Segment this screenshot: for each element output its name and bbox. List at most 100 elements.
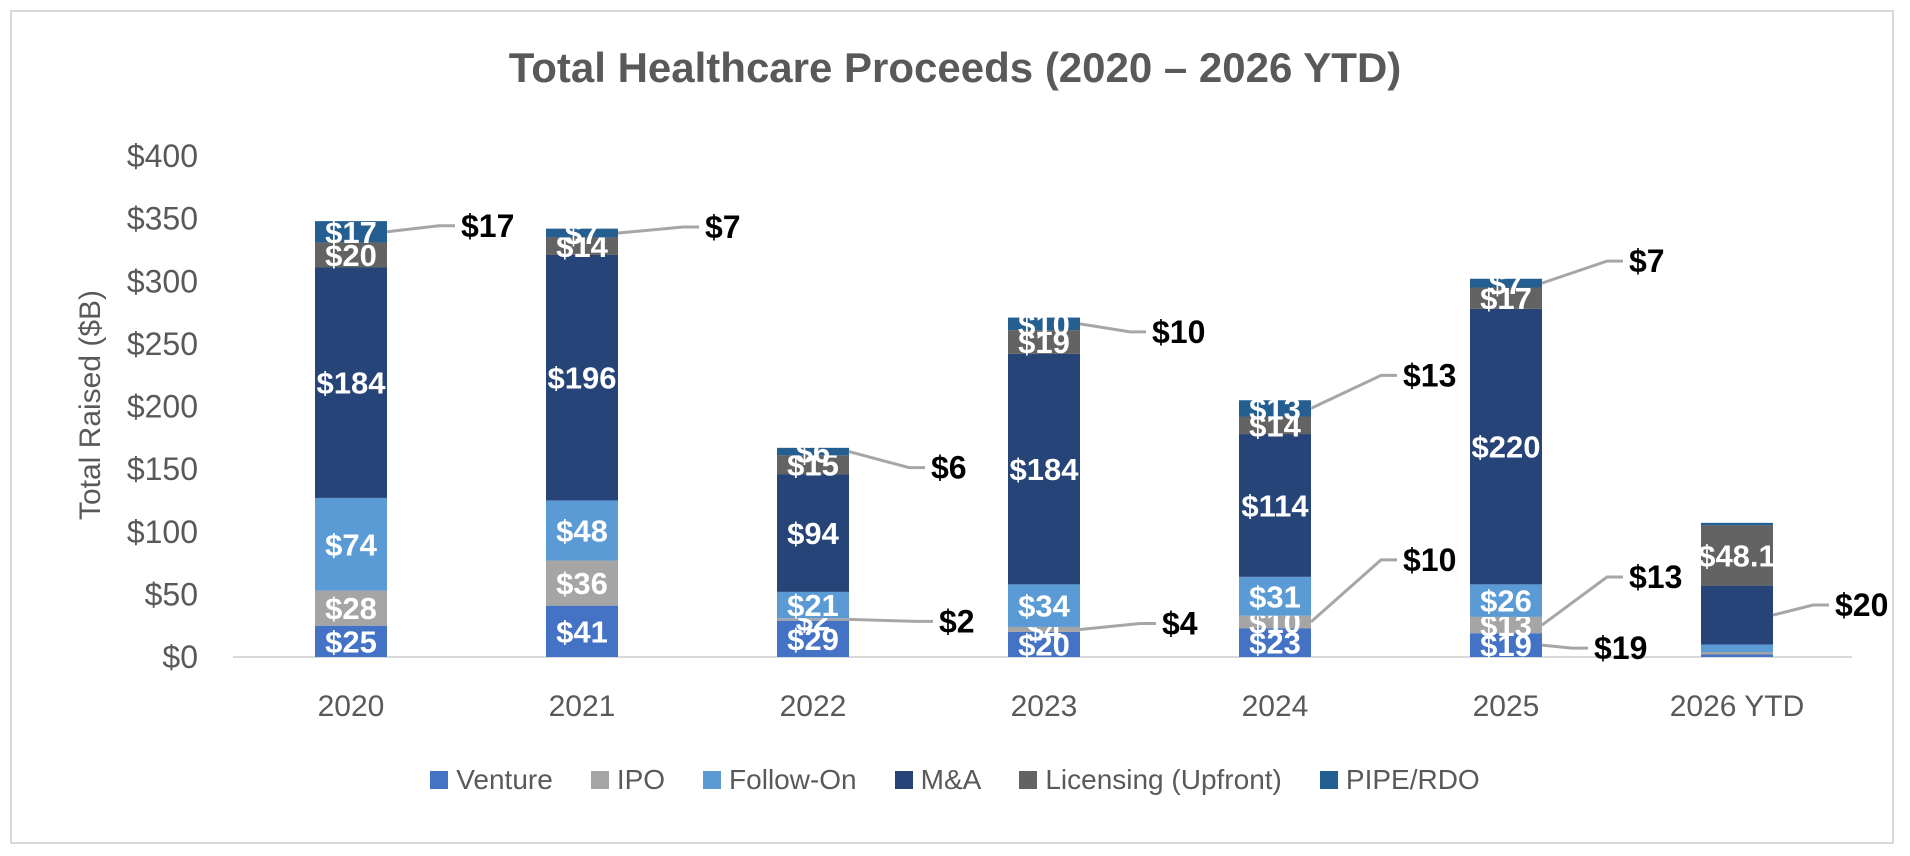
bar-segment — [546, 237, 618, 255]
legend-item: PIPE/RDO — [1319, 764, 1480, 796]
bar-segment — [777, 591, 849, 619]
bar-segment — [1470, 278, 1542, 288]
chart-legend: Venture IPO Follow-On M&A Licensing (Upfront… — [0, 764, 1910, 796]
bar-segment — [315, 625, 387, 657]
x-tick-label: 2021 — [549, 690, 616, 723]
bar-segment — [1239, 615, 1311, 629]
legend-swatch — [894, 771, 913, 789]
callout-label: $10 — [1152, 314, 1205, 350]
callout-label: $19 — [1594, 630, 1647, 666]
bar-segment — [1008, 317, 1080, 331]
callout-leader-line — [1310, 558, 1397, 624]
legend-label: M&A — [920, 764, 982, 795]
bar-segment — [315, 590, 387, 626]
bar-segment — [315, 221, 387, 243]
x-tick-label: 2023 — [1011, 690, 1078, 723]
bar-segment — [1701, 651, 1773, 655]
legend-label: Venture — [456, 764, 553, 795]
bar-segment — [777, 620, 849, 657]
data-label: $26 — [1480, 584, 1532, 619]
y-tick-label: $150 — [127, 451, 198, 487]
callout-label: $2 — [939, 603, 975, 639]
x-tick-label: 2022 — [780, 690, 847, 723]
bar-segment — [1701, 525, 1773, 586]
bar-segment — [1470, 308, 1542, 585]
callout-label: $10 — [1403, 542, 1456, 578]
callout-leader-line — [1079, 621, 1156, 631]
bar-segment — [1701, 522, 1773, 526]
data-label: $114 — [1241, 488, 1309, 523]
data-label: $7 — [565, 216, 599, 251]
legend-item: Licensing (Upfront) — [1019, 764, 1282, 796]
bar-segment — [1008, 631, 1080, 657]
bar-segment — [1239, 434, 1311, 577]
x-tick-label: 2020 — [318, 690, 385, 723]
x-tick-label: 2024 — [1242, 690, 1309, 723]
bar-segment — [1008, 626, 1080, 632]
data-label: $23 — [1249, 626, 1301, 661]
bar-segment — [777, 447, 849, 456]
y-tick-label: $300 — [127, 263, 198, 299]
callout-label: $7 — [1629, 243, 1665, 279]
legend-label: PIPE/RDO — [1345, 764, 1480, 795]
legend-swatch — [1319, 771, 1338, 789]
bar-segment — [315, 242, 387, 268]
callout-label: $20 — [1835, 587, 1888, 623]
callout-leader-line — [848, 450, 925, 470]
bar-segment — [546, 560, 618, 606]
legend-item: M&A — [894, 764, 982, 796]
data-label: $184 — [317, 366, 387, 401]
callout-leader-line — [1079, 322, 1146, 334]
data-label: $34 — [1018, 589, 1070, 624]
bar-segment — [1701, 585, 1773, 645]
callout-leader-line — [1772, 603, 1829, 617]
data-label: $36 — [556, 566, 608, 601]
bar-segment — [1008, 584, 1080, 627]
y-axis-label: Total Raised ($B) — [74, 290, 107, 520]
bar-segment — [546, 605, 618, 657]
data-label: $6 — [796, 435, 830, 470]
bar-segment — [1239, 416, 1311, 435]
data-label: $28 — [325, 591, 377, 626]
data-label: $196 — [548, 361, 617, 396]
legend-item: IPO — [590, 764, 666, 796]
data-label: $48.1 — [1698, 538, 1776, 573]
data-label: $17 — [325, 215, 377, 250]
callout-leader-line — [1541, 259, 1623, 285]
data-label: $29 — [787, 622, 839, 657]
callout-label: $7 — [705, 209, 741, 245]
callout-label: $13 — [1629, 559, 1682, 595]
data-label: $7 — [1489, 266, 1523, 301]
data-label: $19 — [1018, 325, 1070, 360]
data-label: $25 — [325, 624, 377, 659]
legend-swatch — [430, 771, 449, 789]
data-label: $13 — [1249, 391, 1301, 426]
callout-label: $13 — [1403, 357, 1456, 393]
callout-label: $17 — [461, 208, 514, 244]
data-label: $20 — [1018, 627, 1070, 662]
y-tick-label: $50 — [145, 576, 198, 612]
legend-label: Licensing (Upfront) — [1045, 764, 1282, 795]
bar-segment — [777, 618, 849, 621]
callout-leader-line — [848, 617, 933, 623]
callout-label: $4 — [1162, 605, 1198, 641]
data-label: $94 — [787, 516, 839, 551]
callout-leader-line — [386, 224, 455, 234]
y-tick-label: $200 — [127, 389, 198, 425]
chart-title: Total Healthcare Proceeds (2020 – 2026 Y… — [508, 44, 1402, 91]
bar-segment — [315, 267, 387, 498]
bar-segment — [1239, 628, 1311, 657]
bar-segment — [777, 455, 849, 475]
data-label: $31 — [1249, 579, 1301, 614]
legend-label: IPO — [616, 764, 666, 795]
bar-segment — [1470, 633, 1542, 657]
bar-segment — [315, 497, 387, 591]
y-tick-label: $100 — [127, 514, 198, 550]
y-tick-label: $350 — [127, 201, 198, 237]
callout-label: $6 — [931, 450, 967, 486]
data-label: $48 — [556, 513, 608, 548]
bar-segment — [777, 474, 849, 592]
bar-segment — [1701, 644, 1773, 652]
bar-segment — [1470, 584, 1542, 617]
